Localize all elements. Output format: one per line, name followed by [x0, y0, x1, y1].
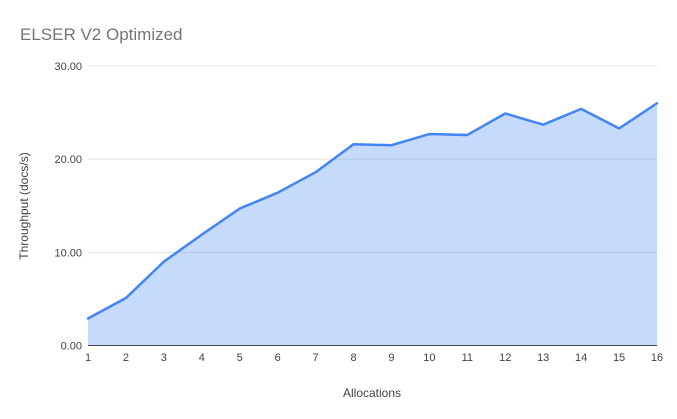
series-line [86, 102, 659, 320]
x-tick-label: 7 [313, 352, 319, 364]
x-axis-title: Allocations [342, 386, 402, 400]
chart-title: ELSER V2 Optimized [20, 25, 183, 44]
x-tick-label: 12 [499, 352, 511, 364]
x-tick-label: 14 [575, 352, 587, 364]
x-tick-label: 13 [537, 352, 549, 364]
y-tick-label: 20.00 [54, 154, 82, 166]
area-fill [88, 103, 657, 346]
x-tick-label: 8 [350, 352, 356, 364]
y-tick-label: 0.00 [61, 341, 82, 353]
x-tick-label: 2 [123, 352, 129, 364]
x-tick-label: 4 [199, 352, 205, 364]
x-tick-label: 9 [388, 352, 394, 364]
x-tick-label: 5 [237, 352, 243, 364]
x-tick-label: 11 [462, 352, 473, 364]
x-tick-label: 1 [85, 352, 91, 364]
x-tick-label: 6 [275, 352, 281, 364]
x-tick-label: 3 [161, 352, 167, 364]
x-tick-label: 10 [423, 352, 435, 364]
y-tick-label: 10.00 [54, 247, 82, 259]
x-tick-label: 16 [651, 352, 663, 364]
y-tick-label: 30.00 [54, 61, 82, 73]
y-axis-title: Throughput (docs/s) [17, 152, 31, 260]
x-tick-label: 15 [613, 352, 625, 364]
